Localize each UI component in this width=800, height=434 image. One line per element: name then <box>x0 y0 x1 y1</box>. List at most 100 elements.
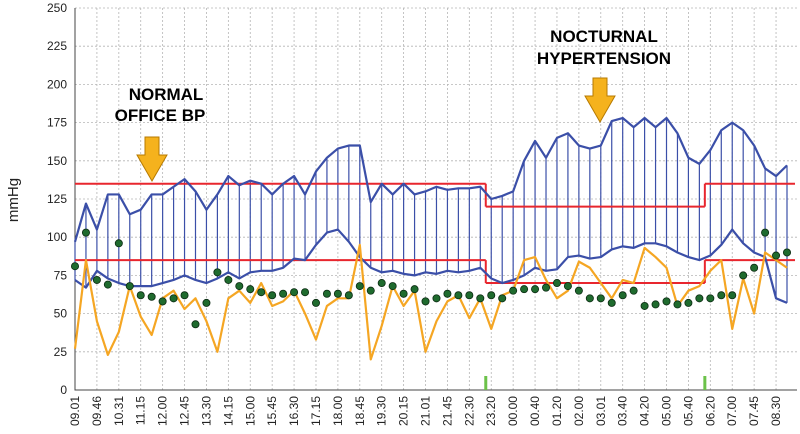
dot <box>71 262 80 271</box>
dot <box>355 282 364 291</box>
x-tick-label: 06.20 <box>703 396 717 426</box>
dot <box>191 320 200 329</box>
x-tick-label: 18.00 <box>331 396 345 426</box>
y-tick-label: 225 <box>47 39 67 53</box>
period-marker <box>484 376 488 390</box>
dot <box>344 291 353 300</box>
dot <box>607 298 616 307</box>
dot <box>421 297 430 306</box>
x-tick-label: 19.30 <box>375 396 389 426</box>
x-tick-label: 02.00 <box>572 396 586 426</box>
dot <box>180 291 189 300</box>
dot <box>761 228 770 237</box>
dot <box>520 285 529 294</box>
y-tick-label: 0 <box>60 383 67 397</box>
bp-line <box>74 228 788 304</box>
x-tick-label: 21.01 <box>419 396 433 426</box>
dot <box>585 294 594 303</box>
dot <box>158 297 167 306</box>
dot <box>410 285 419 294</box>
dot <box>596 294 605 303</box>
dot <box>498 294 507 303</box>
x-tick-label: 09.46 <box>90 396 104 426</box>
y-tick-label: 75 <box>54 268 68 282</box>
dot <box>509 286 518 295</box>
dot <box>531 285 540 294</box>
dot <box>147 292 156 301</box>
arrow <box>584 77 616 124</box>
dot <box>92 275 101 284</box>
dot <box>574 286 583 295</box>
dot <box>114 239 123 248</box>
x-tick-label: 17.15 <box>309 396 323 426</box>
dot <box>739 271 748 280</box>
dot <box>169 294 178 303</box>
dot <box>552 279 561 288</box>
dot <box>290 288 299 297</box>
dot <box>717 291 726 300</box>
dot <box>563 282 572 291</box>
dot <box>268 291 277 300</box>
x-tick-label: 12.00 <box>156 396 170 426</box>
dot <box>432 294 441 303</box>
x-tick-label: 07.00 <box>725 396 739 426</box>
x-tick-label: 04.20 <box>638 396 652 426</box>
x-tick-label: 14.15 <box>221 396 235 426</box>
x-tick-label: 05.00 <box>660 396 674 426</box>
x-tick-label: 10.31 <box>112 396 126 426</box>
x-tick-label: 07.45 <box>747 396 761 426</box>
dot <box>629 286 638 295</box>
dot <box>772 251 781 260</box>
x-tick-label: 11.15 <box>134 396 148 425</box>
y-tick-label: 150 <box>47 154 67 168</box>
dot <box>476 294 485 303</box>
dot <box>81 228 90 237</box>
dot <box>301 288 310 297</box>
dot <box>673 300 682 309</box>
x-tick-label: 12.45 <box>178 396 192 426</box>
dot <box>651 300 660 309</box>
dot <box>728 291 737 300</box>
x-tick-label: 09.01 <box>68 396 82 426</box>
dot <box>311 298 320 307</box>
dot <box>783 248 792 257</box>
dot <box>366 286 375 295</box>
x-tick-label: 16.30 <box>287 396 301 426</box>
dot <box>465 291 474 300</box>
dot <box>454 291 463 300</box>
dot <box>279 289 288 298</box>
x-tick-label: 15.00 <box>243 396 257 426</box>
dot <box>443 289 452 298</box>
y-tick-label: 25 <box>54 345 68 359</box>
dot <box>224 275 233 284</box>
dot <box>246 285 255 294</box>
dot <box>125 282 134 291</box>
x-tick-label: 13.30 <box>199 396 213 426</box>
dot <box>487 291 496 300</box>
dot <box>706 294 715 303</box>
dot <box>213 268 222 277</box>
bp-line <box>73 116 788 243</box>
x-tick-label: 15.45 <box>265 396 279 426</box>
line-series <box>73 243 788 361</box>
x-tick-label: 00.40 <box>528 396 542 426</box>
dot <box>640 301 649 310</box>
y-tick-label: 250 <box>47 1 67 15</box>
axes <box>74 8 797 391</box>
dot <box>333 289 342 298</box>
dot <box>136 291 145 300</box>
dot <box>388 282 397 291</box>
y-axis-label: mmHg <box>5 178 22 222</box>
y-tick-label: 200 <box>47 77 67 91</box>
x-tick-label: 08.30 <box>769 396 783 426</box>
dot <box>377 279 386 288</box>
x-tick-label: 20.15 <box>397 396 411 426</box>
x-tick-label: 23.20 <box>484 396 498 426</box>
dot <box>103 280 112 289</box>
dot <box>202 298 211 307</box>
dot <box>695 294 704 303</box>
dot <box>542 283 551 292</box>
dot <box>399 289 408 298</box>
arrow <box>136 136 168 183</box>
